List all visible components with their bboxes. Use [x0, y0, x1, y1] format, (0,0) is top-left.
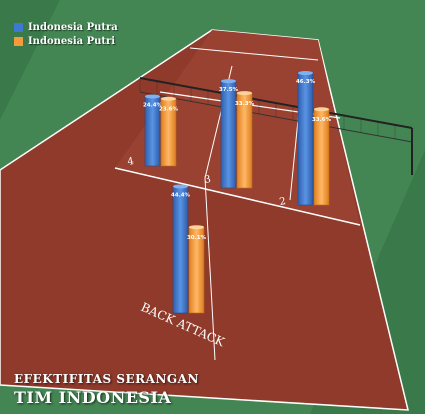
bars: 24.4%23.6% 37.5% 33.3% 46.3% 33.6% 44.4% 30.1%	[143, 71, 332, 314]
data-label-putri-2: 33.6%	[312, 117, 332, 123]
chart-title-line2: TIM INDONESIA	[14, 388, 172, 407]
data-label-putri-3: 30.1%	[187, 235, 207, 241]
zone-label-2: 2	[279, 196, 287, 208]
zone-label-3: 3	[204, 174, 212, 186]
back-zone-divider	[204, 177, 216, 361]
legend: Indonesia Putra Indonesia Putri	[14, 20, 118, 48]
data-label-putri-0: 23.6%	[159, 107, 179, 113]
net-top	[139, 77, 413, 129]
bar-putri-2	[313, 108, 330, 206]
data-label-putra-3: 44.4%	[171, 192, 191, 198]
attack-line	[114, 167, 361, 226]
bar-cap-putri-2	[314, 107, 329, 112]
legend-item-putra: Indonesia Putra	[14, 20, 118, 34]
bar-putri-1	[236, 92, 253, 189]
bar-cap-putra-1	[221, 79, 236, 84]
zone-label-4: 4	[127, 156, 135, 168]
legend-swatch-putra	[14, 22, 23, 32]
data-label-putra-1: 37.5%	[219, 87, 239, 93]
legend-item-putri: Indonesia Putri	[14, 34, 118, 48]
data-label-putri-1: 33.3%	[235, 101, 255, 107]
legend-swatch-putri	[14, 36, 23, 46]
bar-cap-putra-0	[145, 94, 160, 99]
chart-title-line1: EFEKTIFITAS SERANGAN	[14, 372, 199, 386]
bar-cap-putra-3	[173, 184, 188, 189]
bar-cap-putri-1	[237, 91, 252, 96]
bar-putra-1	[220, 80, 237, 189]
data-label-putra-2: 46.3%	[296, 79, 316, 85]
net-bottom	[139, 91, 413, 143]
bar-putra-3	[172, 186, 189, 314]
data-label-putra-0: 24.4%	[143, 102, 163, 108]
bar-putra-2	[297, 72, 314, 206]
bar-cap-putri-3	[189, 225, 204, 230]
far-attack-line	[189, 47, 319, 61]
legend-label-putri: Indonesia Putri	[28, 35, 116, 47]
bar-cap-putri-0	[161, 96, 176, 101]
legend-label-putra: Indonesia Putra	[28, 21, 118, 33]
bar-cap-putra-2	[298, 71, 313, 76]
